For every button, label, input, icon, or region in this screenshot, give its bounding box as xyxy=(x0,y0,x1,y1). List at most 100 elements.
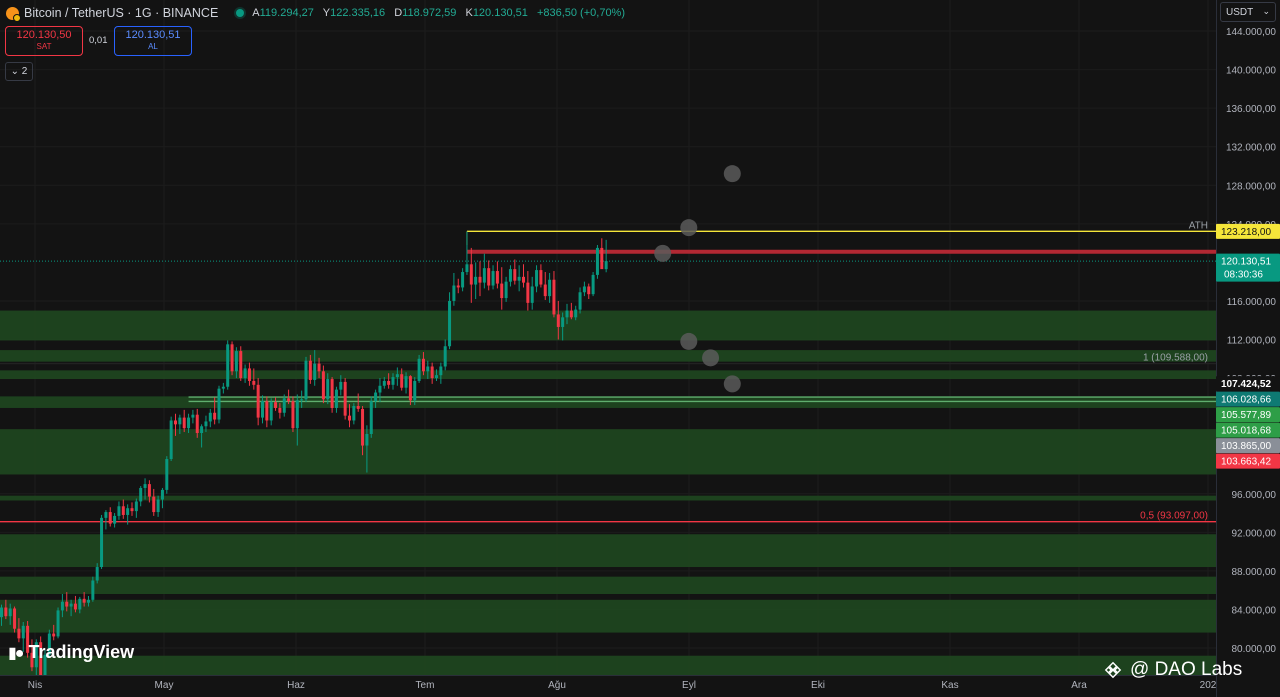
candle-body xyxy=(243,368,247,379)
time-tick-label: May xyxy=(155,680,174,691)
candle-body xyxy=(552,279,556,315)
candle-body xyxy=(282,398,286,413)
time-tick-label: 202 xyxy=(1200,680,1217,691)
price-label-tag xyxy=(1216,453,1280,469)
sell-button[interactable]: 120.130,50 SAT xyxy=(5,26,83,56)
price-axis-bg xyxy=(1216,0,1280,697)
candle-body xyxy=(535,270,539,287)
candle-body xyxy=(321,371,325,400)
projection-point xyxy=(723,165,741,183)
candle-body xyxy=(469,264,473,285)
candle-body xyxy=(482,268,486,283)
candle-body xyxy=(317,363,321,372)
indicators-toggle[interactable]: ⌄ 2 xyxy=(5,62,33,81)
bitcoin-icon xyxy=(6,6,21,22)
candle-body xyxy=(156,499,160,513)
price-tick-label: 144.000,00 xyxy=(1226,27,1276,38)
support-zone xyxy=(0,599,1216,633)
candle-body xyxy=(78,598,82,610)
projection-point xyxy=(702,349,720,367)
candle-body xyxy=(426,366,430,372)
candle-body xyxy=(561,317,565,327)
candle-body xyxy=(247,368,251,381)
support-zone xyxy=(0,534,1216,568)
candle-body xyxy=(226,344,230,387)
price-tick-label: 128.000,00 xyxy=(1226,181,1276,192)
price-label-text: 105.018,68 xyxy=(1221,426,1271,437)
candle-body xyxy=(369,401,373,434)
candle-body xyxy=(139,487,143,502)
candle-body xyxy=(269,402,273,421)
candle-body xyxy=(487,268,491,286)
candle-body xyxy=(543,284,547,297)
candle-body xyxy=(174,420,177,425)
candle-body xyxy=(334,389,338,408)
candles xyxy=(0,231,608,687)
candle-body xyxy=(200,426,204,434)
buy-button[interactable]: 120.130,51 AL xyxy=(114,26,192,56)
tradingview-icon: ▮● xyxy=(8,644,25,662)
candle-body xyxy=(104,512,108,518)
candle-body xyxy=(208,412,212,422)
price-tick-label: 116.000,00 xyxy=(1227,297,1277,308)
support-zone xyxy=(0,576,1216,595)
buy-label: AL xyxy=(148,42,158,51)
candle-body xyxy=(69,603,73,607)
candle-body xyxy=(17,628,21,639)
candle-body xyxy=(417,358,421,381)
price-tick-label: 92.000,00 xyxy=(1232,528,1277,539)
price-label-tag xyxy=(1216,422,1280,438)
candle-body xyxy=(439,366,443,376)
time-tick-label: Eyl xyxy=(682,680,696,691)
price-tick-label: 112.000,00 xyxy=(1227,336,1277,347)
time-tick-label: Kas xyxy=(941,680,958,691)
support-zone xyxy=(0,396,1216,408)
time-tick-label: Haz xyxy=(287,680,305,691)
watermark: @ DAO Labs xyxy=(1104,659,1242,681)
candle-body xyxy=(13,608,17,629)
candle-body xyxy=(152,496,156,513)
candle-body xyxy=(413,380,417,401)
candle-body xyxy=(400,374,404,388)
candle-body xyxy=(204,421,208,427)
candle-body xyxy=(452,285,456,301)
candle-body xyxy=(474,276,478,285)
candle-body xyxy=(143,484,147,488)
price-label-text: 106.028,66 xyxy=(1221,395,1271,406)
candle-body xyxy=(330,379,334,408)
candle-body xyxy=(213,412,217,420)
candle-body xyxy=(339,381,343,390)
candle-body xyxy=(43,654,47,677)
candle-body xyxy=(408,376,412,401)
candle-body xyxy=(313,363,317,380)
price-label-text: 103.865,00 xyxy=(1221,441,1271,452)
currency-select[interactable]: USDT ⌄ xyxy=(1220,2,1276,22)
candle-body xyxy=(587,286,591,295)
candle-body xyxy=(526,282,530,303)
candle-body xyxy=(508,269,512,282)
candle-body xyxy=(100,517,104,568)
candle-body xyxy=(60,601,64,611)
projection-point xyxy=(680,332,698,350)
candle-body xyxy=(287,398,291,402)
candle-body xyxy=(326,379,330,400)
candle-body xyxy=(30,652,34,668)
candle-body xyxy=(26,625,30,653)
candle-body xyxy=(569,310,573,318)
candle-body xyxy=(461,272,465,288)
time-tick-label: Tem xyxy=(416,680,435,691)
price-tick-label: 84.000,00 xyxy=(1232,605,1277,616)
candle-body xyxy=(178,417,182,425)
candle-body xyxy=(348,415,351,421)
price-label-text: 120.130,51 xyxy=(1221,257,1271,268)
price-label-text: 123.218,00 xyxy=(1221,227,1271,238)
level-lines: ATH 1 (109.588,00) 0,5 (93.097,00) xyxy=(0,220,1216,523)
candle-body xyxy=(274,402,278,408)
spread-value: 0,01 xyxy=(89,35,108,46)
symbol-title[interactable]: Bitcoin / TetherUS · 1G · BINANCE xyxy=(24,6,219,20)
candle-body xyxy=(221,386,225,389)
candle-body xyxy=(187,417,191,429)
candle-body xyxy=(365,433,369,446)
candle-body xyxy=(591,274,595,295)
